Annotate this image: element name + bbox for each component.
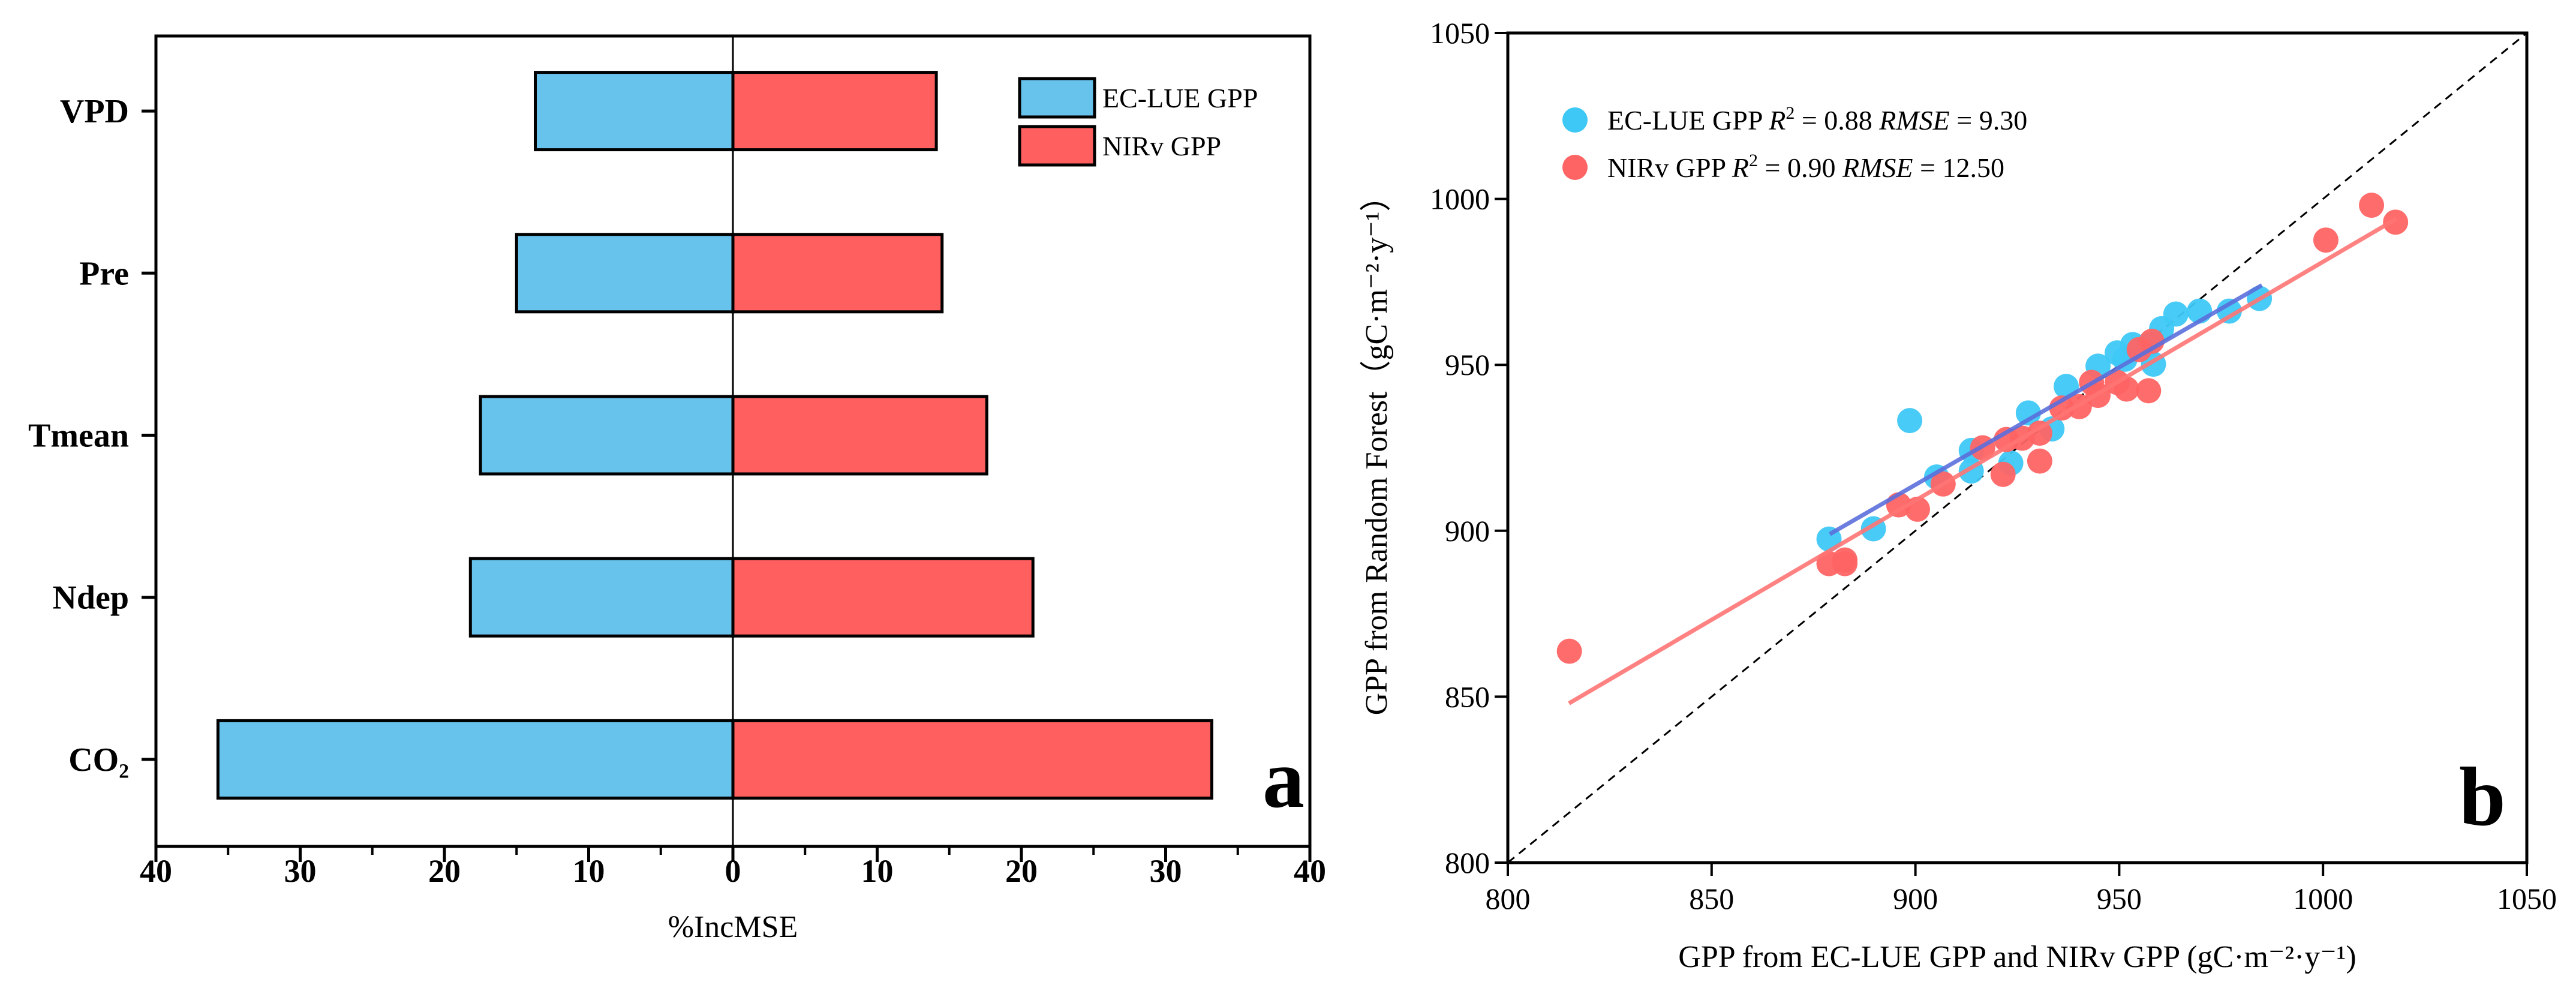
bar-ec-lue-gpp-3 — [468, 557, 735, 638]
y-tick-label: 800 — [1445, 846, 1490, 879]
r-squared-value: 0.90 — [1787, 152, 1842, 183]
y-axis-label: GPP from Random Forest（gC·m⁻²·y⁻¹） — [1360, 181, 1394, 716]
legend-series-name: NIRv GPP — [1607, 152, 1732, 183]
x-tick-label: 10 — [861, 853, 894, 889]
bar-nirv-gpp-2 — [731, 395, 988, 476]
x-tick-label: 30 — [284, 853, 317, 889]
x-axis-label: %IncMSE — [668, 910, 798, 944]
fit-line-ec-lue-gpp — [1829, 283, 2264, 536]
x-tick-label: 20 — [1005, 853, 1038, 889]
bar-nirv-gpp-1 — [731, 233, 944, 314]
panel-b-scatter-chart: 800 850 900 950 1000 1050 800 850 900 950 1000 1050… — [1360, 16, 2557, 974]
y-tick-label: 1050 — [1430, 16, 1490, 50]
legend-swatch — [1018, 77, 1096, 119]
rmse-value: 9.30 — [1979, 105, 2028, 136]
x-axis-label: GPP from EC-LUE GPP and NIRv GPP (gC·m⁻²… — [1678, 940, 2356, 974]
panel-label: b — [2459, 750, 2506, 843]
r-squared-superscript: 2 — [1786, 103, 1795, 123]
one-to-one-line — [1507, 32, 2527, 864]
bar-ec-lue-gpp-1 — [515, 233, 735, 314]
x-tick-label: 900 — [1893, 882, 1938, 915]
point-nirv-gpp — [1556, 638, 1582, 664]
category-label: Ndep — [52, 579, 129, 617]
point-nirv-gpp — [1990, 461, 2016, 487]
point-nirv-gpp — [2359, 193, 2385, 218]
point-ec-lue-gpp — [1897, 408, 1923, 434]
bar-ec-lue-gpp-2 — [479, 395, 735, 476]
equals: = — [1758, 152, 1787, 183]
x-tick-label: 850 — [1689, 882, 1734, 915]
equals: = — [1795, 105, 1824, 136]
panel-label: a — [1263, 732, 1304, 825]
bar-ec-lue-gpp-0 — [534, 71, 735, 152]
r-squared-value: 0.88 — [1824, 105, 1879, 136]
point-nirv-gpp — [2383, 209, 2409, 235]
plot-frame — [1506, 31, 2529, 864]
x-tick-label: 40 — [140, 853, 172, 889]
bar-nirv-gpp-0 — [731, 71, 938, 152]
point-nirv-gpp — [2027, 448, 2052, 474]
r-squared-superscript: 2 — [1749, 151, 1758, 170]
category-label: VPD — [60, 93, 129, 130]
x-tick-label: 20 — [428, 853, 461, 889]
legend-label: NIRv GPP — [1102, 131, 1221, 161]
x-tick-label: 30 — [1150, 853, 1182, 889]
fit-line-nirv-gpp — [1568, 217, 2398, 705]
equals: = — [1913, 152, 1942, 183]
legend-label: EC-LUE GPP R2 = 0.88 RMSE = 9.30 — [1607, 103, 2027, 136]
legend-swatch — [1018, 125, 1096, 167]
category-label: Tmean — [28, 418, 129, 455]
bar-ec-lue-gpp-4 — [216, 719, 735, 800]
point-nirv-gpp — [2313, 227, 2338, 253]
legend-label: NIRv GPP R2 = 0.90 RMSE = 12.50 — [1607, 151, 2004, 183]
point-nirv-gpp — [2139, 328, 2165, 354]
point-ec-lue-gpp — [2015, 400, 2041, 426]
r-squared-symbol: R — [1768, 105, 1786, 136]
legend-marker — [1562, 155, 1588, 180]
point-nirv-gpp — [2136, 378, 2162, 404]
rmse-symbol: RMSE — [1842, 152, 1913, 183]
x-tick-label: 1000 — [2293, 882, 2353, 915]
legend-label: EC-LUE GPP — [1102, 83, 1258, 113]
x-tick-label: 10 — [573, 853, 605, 889]
y-tick-label: 900 — [1445, 514, 1490, 548]
y-tick-label: 950 — [1445, 348, 1490, 382]
x-tick-label: 800 — [1486, 882, 1531, 915]
point-ec-lue-gpp — [2216, 298, 2242, 324]
category-label: Pre — [79, 255, 129, 292]
bar-nirv-gpp-3 — [731, 557, 1035, 638]
legend-series-name: EC-LUE GPP — [1607, 105, 1769, 136]
x-tick-label: 950 — [2097, 882, 2142, 915]
rmse-symbol: RMSE — [1878, 105, 1950, 136]
point-nirv-gpp — [1832, 551, 1858, 576]
x-tick-label: 0 — [725, 853, 741, 889]
r-squared-symbol: R — [1732, 152, 1749, 183]
rmse-value: 12.50 — [1942, 152, 2004, 183]
point-nirv-gpp — [2027, 421, 2052, 446]
legend-marker — [1562, 107, 1588, 133]
y-tick-label: 1000 — [1430, 182, 1490, 216]
point-ec-lue-gpp — [2163, 301, 2189, 327]
x-tick-label: 40 — [1294, 853, 1326, 889]
y-tick-label: 850 — [1445, 680, 1490, 713]
bar-nirv-gpp-4 — [731, 719, 1213, 800]
category-label: CO₂ — [68, 741, 129, 779]
panel-a-importance-chart: VPD Pre Tmean Ndep CO₂ 40 30 20 10 0 10 20 30 40 %IncM… — [28, 34, 1326, 944]
equals: = — [1950, 105, 1979, 136]
x-tick-label: 1050 — [2497, 882, 2557, 915]
